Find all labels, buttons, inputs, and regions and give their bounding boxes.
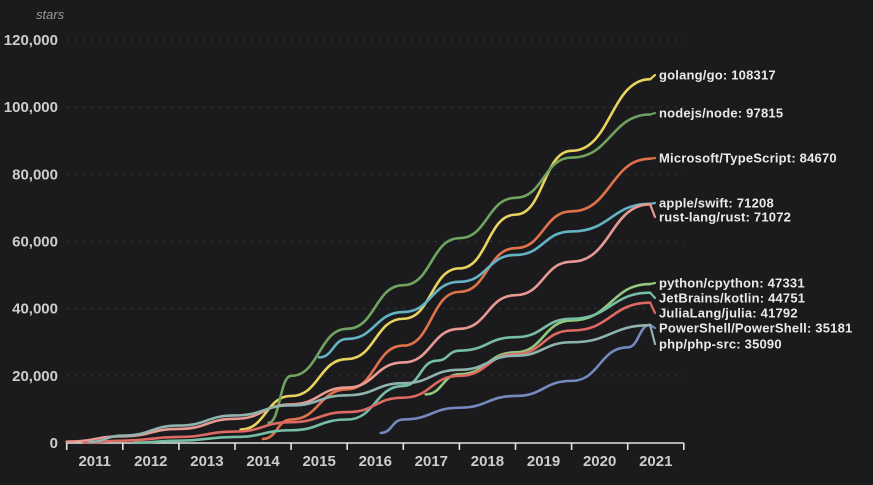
series-line-golang-go[interactable] [239, 77, 652, 431]
x-tick-label: 2014 [246, 453, 280, 470]
x-tick-label: 2015 [302, 453, 335, 470]
series-leader-rust-lang-rust [649, 203, 657, 219]
y-tick-label: 80,000 [12, 166, 58, 183]
x-tick-label: 2020 [583, 453, 616, 470]
series-label-microsoft-typescript: Microsoft/TypeScript: 84670 [659, 150, 837, 166]
series-label-nodejs-node: nodejs/node: 97815 [659, 105, 784, 121]
y-tick-label: 40,000 [12, 301, 58, 318]
x-tick-label: 2018 [471, 453, 504, 470]
y-tick-label: 0 [50, 435, 58, 452]
series-label-jetbrains-kotlin: JetBrains/kotlin: 44751 [659, 290, 806, 306]
x-tick-label: 2019 [527, 453, 560, 470]
x-tick-label: 2012 [134, 453, 167, 470]
series-leader-microsoft-typescript [649, 156, 657, 160]
x-tick-label: 2016 [359, 453, 392, 470]
series-leader-python-cpython [649, 281, 657, 286]
y-tick-label: 20,000 [12, 368, 58, 385]
series-line-rust-lang-rust[interactable] [65, 203, 652, 443]
y-tick-label: 120,000 [4, 32, 58, 49]
series-label-rust-lang-rust: rust-lang/rust: 71072 [659, 209, 792, 225]
series-line-julialang-julia[interactable] [82, 301, 652, 444]
series-line-nodejs-node[interactable] [267, 113, 652, 425]
series-leader-golang-go [649, 73, 657, 81]
x-tick-label: 2011 [78, 453, 111, 470]
y-axis-title: stars [36, 7, 65, 22]
series-leader-nodejs-node [649, 111, 657, 116]
series-line-apple-swift[interactable] [317, 202, 652, 359]
series-label-julialang-julia: JuliaLang/julia: 41792 [659, 305, 798, 321]
series-label-python-cpython: python/cpython: 47331 [659, 275, 805, 291]
series-label-golang-go: golang/go: 108317 [659, 67, 776, 83]
x-tick-label: 2017 [415, 453, 448, 470]
series-line-jetbrains-kotlin[interactable] [132, 291, 652, 444]
series-leader-jetbrains-kotlin [649, 291, 657, 300]
x-tick-label: 2013 [190, 453, 223, 470]
x-tick-label: 2021 [639, 453, 672, 470]
series-line-microsoft-typescript[interactable] [261, 157, 652, 441]
series-line-powershell-powershell[interactable] [379, 323, 652, 435]
series-line-php-php-src[interactable] [87, 323, 652, 444]
y-tick-label: 60,000 [12, 234, 58, 251]
y-tick-label: 100,000 [4, 99, 58, 116]
series-leader-php-php-src [649, 324, 657, 346]
series-label-powershell-powershell: PowerShell/PowerShell: 35181 [659, 320, 853, 336]
series-line-python-cpython[interactable] [424, 282, 652, 396]
series-label-apple-swift: apple/swift: 71208 [659, 195, 774, 211]
series-leader-julialang-julia [649, 301, 657, 315]
series-label-php-php-src: php/php-src: 35090 [659, 336, 782, 352]
